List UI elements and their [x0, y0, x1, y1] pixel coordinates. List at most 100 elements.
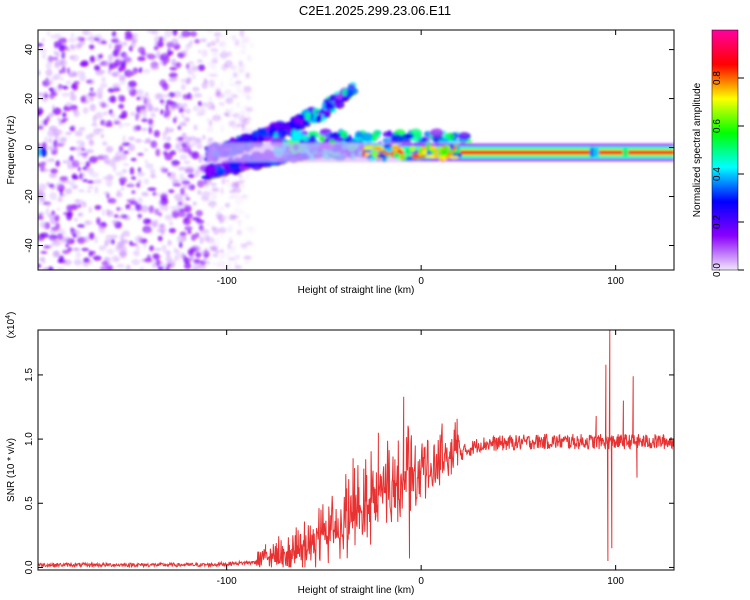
spectral-blob — [118, 74, 126, 81]
spectral-blob — [227, 243, 232, 250]
spectral-blob — [429, 149, 436, 154]
spectral-blob — [165, 41, 175, 48]
spectral-blob — [85, 220, 90, 226]
spectral-blob — [231, 244, 238, 252]
spectral-blob — [69, 146, 76, 151]
spectral-blob — [157, 39, 164, 48]
spectrogram-y-tick-label: 20 — [24, 93, 35, 105]
spectral-blob — [91, 91, 97, 96]
spectral-blob — [171, 58, 177, 66]
spectral-blob — [179, 146, 187, 151]
spectral-blob — [240, 33, 245, 42]
spectral-blob — [107, 87, 115, 93]
snr-x-tick-label: 0 — [418, 576, 424, 587]
spectral-blob — [57, 117, 61, 121]
spectral-blob — [154, 247, 162, 252]
spectral-blob — [38, 257, 46, 262]
spectral-blob — [206, 30, 214, 34]
spectral-blob — [191, 233, 197, 242]
spectral-blob — [228, 162, 241, 170]
spectral-blob — [69, 94, 77, 101]
spectral-blob — [101, 208, 106, 217]
spectral-blob — [47, 266, 54, 270]
spectral-blob — [78, 73, 87, 82]
spectral-blob — [199, 236, 205, 244]
spectral-blob — [121, 239, 129, 244]
spectral-blob — [213, 32, 222, 37]
spectral-blob — [429, 145, 437, 151]
spectral-blob — [130, 41, 136, 48]
spectral-blob — [97, 128, 105, 132]
spectral-blob — [215, 36, 220, 43]
spectral-blob — [218, 254, 224, 260]
spectral-blob — [111, 31, 117, 37]
spectral-blob — [49, 192, 58, 201]
spectral-blob — [88, 232, 95, 240]
spectral-blob — [139, 108, 148, 115]
spectrogram-plot-area — [38, 30, 674, 270]
spectral-blob — [82, 178, 88, 183]
spectral-blob — [205, 221, 211, 226]
spectral-blob — [136, 96, 141, 101]
spectrogram-y-label: Frequency (Hz) — [6, 116, 17, 185]
spectral-blob — [96, 87, 104, 95]
spectral-blob — [65, 131, 73, 136]
colorbar-tick-label: 0.4 — [712, 167, 723, 181]
spectral-blob — [162, 133, 167, 141]
spectral-blob — [163, 142, 172, 150]
spectral-blob — [354, 130, 363, 139]
spectral-blob — [233, 206, 241, 215]
spectral-blob — [98, 245, 106, 251]
spectral-blob — [99, 266, 109, 270]
spectral-blob — [150, 140, 158, 149]
spectral-blob — [213, 187, 218, 192]
spectral-blob — [152, 253, 160, 260]
spectral-blob — [185, 63, 190, 70]
spectral-blob — [280, 129, 286, 139]
spectral-blob — [103, 191, 110, 196]
spectral-blob — [40, 161, 47, 166]
spectral-blob — [206, 179, 211, 185]
spectral-blob — [43, 245, 52, 249]
spectral-blob — [186, 212, 193, 219]
spectral-blob — [209, 48, 219, 52]
spectral-blob — [88, 31, 93, 37]
spectral-blob — [194, 38, 200, 44]
spectral-blob — [108, 62, 113, 71]
spectral-blob — [220, 233, 224, 239]
spectral-blob — [161, 244, 167, 252]
spectral-blob — [291, 132, 302, 142]
spectral-blob — [148, 205, 155, 214]
spectral-blob — [56, 207, 61, 212]
spectral-blob — [149, 245, 155, 252]
spectral-blob — [169, 220, 173, 227]
spectral-blob — [161, 94, 171, 98]
spectral-blob — [85, 161, 91, 168]
spectral-blob — [49, 172, 57, 179]
snr-series-line — [38, 330, 674, 569]
spectral-blob — [107, 210, 114, 217]
spectral-blob — [105, 180, 113, 187]
spectral-blob — [105, 234, 112, 240]
spectral-blob — [69, 90, 75, 96]
spectral-blob — [173, 256, 178, 262]
spectral-blob — [245, 72, 250, 79]
spectral-blob — [244, 243, 249, 251]
spectral-blob — [246, 106, 254, 112]
spectral-blob — [445, 132, 455, 141]
spectral-blob — [113, 118, 121, 124]
spectral-blob — [187, 173, 195, 179]
spectral-blob — [245, 213, 250, 219]
spectral-blob — [165, 266, 170, 270]
spectral-blob — [45, 208, 50, 216]
spectral-blob — [119, 152, 127, 161]
spectral-blob — [193, 93, 203, 98]
spectral-blob — [153, 219, 159, 227]
spectral-blob — [190, 65, 199, 72]
spectral-blob — [111, 255, 119, 262]
spectral-blob — [177, 201, 183, 206]
spectral-blob — [183, 50, 188, 58]
spectral-blob — [216, 209, 221, 214]
spectral-blob — [169, 66, 178, 71]
spectral-blob — [129, 243, 138, 247]
